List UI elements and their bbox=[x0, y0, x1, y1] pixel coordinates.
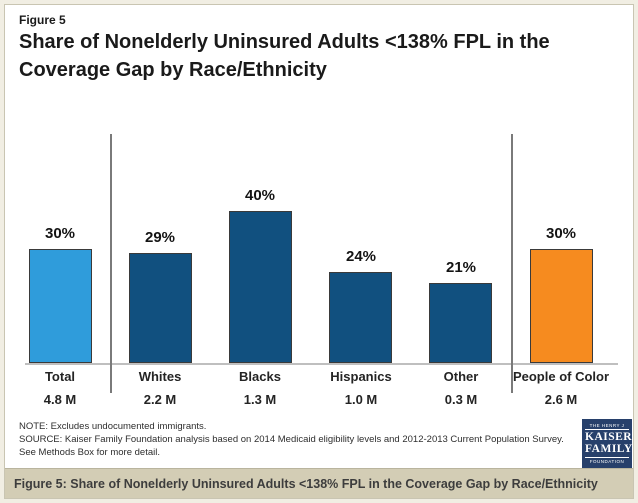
bar-value-label-total: 30% bbox=[44, 225, 76, 242]
logo-line-family: FAMILY bbox=[585, 443, 633, 456]
bar-value-label-other: 21% bbox=[445, 259, 477, 276]
bar-value-label-people-of-color: 30% bbox=[545, 225, 577, 242]
group-divider bbox=[110, 134, 112, 393]
bar-value-label-whites: 29% bbox=[144, 229, 176, 246]
millions-label-people-of-color: 2.6 M bbox=[544, 392, 578, 407]
category-label-whites: Whites bbox=[138, 369, 182, 384]
figure-inner-panel: Figure 5 Share of Nonelderly Uninsured A… bbox=[4, 4, 634, 499]
logo-line-the-henry-j: THE HENRY J bbox=[585, 423, 629, 431]
category-label-hispanics: Hispanics bbox=[330, 369, 392, 384]
bar-value-label-hispanics: 24% bbox=[345, 248, 377, 265]
figure-number-label: Figure 5 bbox=[19, 13, 66, 27]
bar-total bbox=[29, 249, 92, 363]
source-text: SOURCE: Kaiser Family Foundation analysi… bbox=[19, 434, 564, 458]
logo-line-kaiser: KAISER bbox=[585, 431, 633, 444]
caption-bar: Figure 5: Share of Nonelderly Uninsured … bbox=[5, 468, 633, 498]
bar-chart: 30% Total 4.8 M 29% Whites 2.2 M 40% Blacks 1.3 … bbox=[5, 5, 633, 498]
category-label-other: Other bbox=[443, 369, 479, 384]
category-label-total: Total bbox=[44, 369, 76, 384]
category-label-people-of-color: People of Color bbox=[512, 369, 610, 384]
millions-label-blacks: 1.3 M bbox=[243, 392, 277, 407]
millions-label-hispanics: 1.0 M bbox=[344, 392, 378, 407]
kaiser-family-foundation-logo: THE HENRY J KAISER FAMILY FOUNDATION bbox=[582, 419, 632, 468]
millions-label-other: 0.3 M bbox=[444, 392, 478, 407]
bar-value-label-blacks: 40% bbox=[244, 187, 276, 204]
bar-other bbox=[429, 283, 492, 363]
bar-blacks bbox=[229, 211, 292, 363]
group-divider bbox=[511, 134, 513, 393]
logo-line-foundation: FOUNDATION bbox=[585, 456, 629, 464]
caption-text: Figure 5: Share of Nonelderly Uninsured … bbox=[14, 476, 598, 491]
bar-hispanics bbox=[329, 272, 392, 363]
millions-label-total: 4.8 M bbox=[43, 392, 77, 407]
bar-people-of-color bbox=[530, 249, 593, 363]
category-label-blacks: Blacks bbox=[239, 369, 281, 384]
millions-label-whites: 2.2 M bbox=[143, 392, 177, 407]
page-title: Share of Nonelderly Uninsured Adults <13… bbox=[19, 31, 550, 81]
bar-whites bbox=[129, 253, 192, 363]
x-axis-baseline bbox=[25, 363, 618, 365]
note-text: NOTE: Excludes undocumented immigrants. bbox=[19, 421, 207, 432]
